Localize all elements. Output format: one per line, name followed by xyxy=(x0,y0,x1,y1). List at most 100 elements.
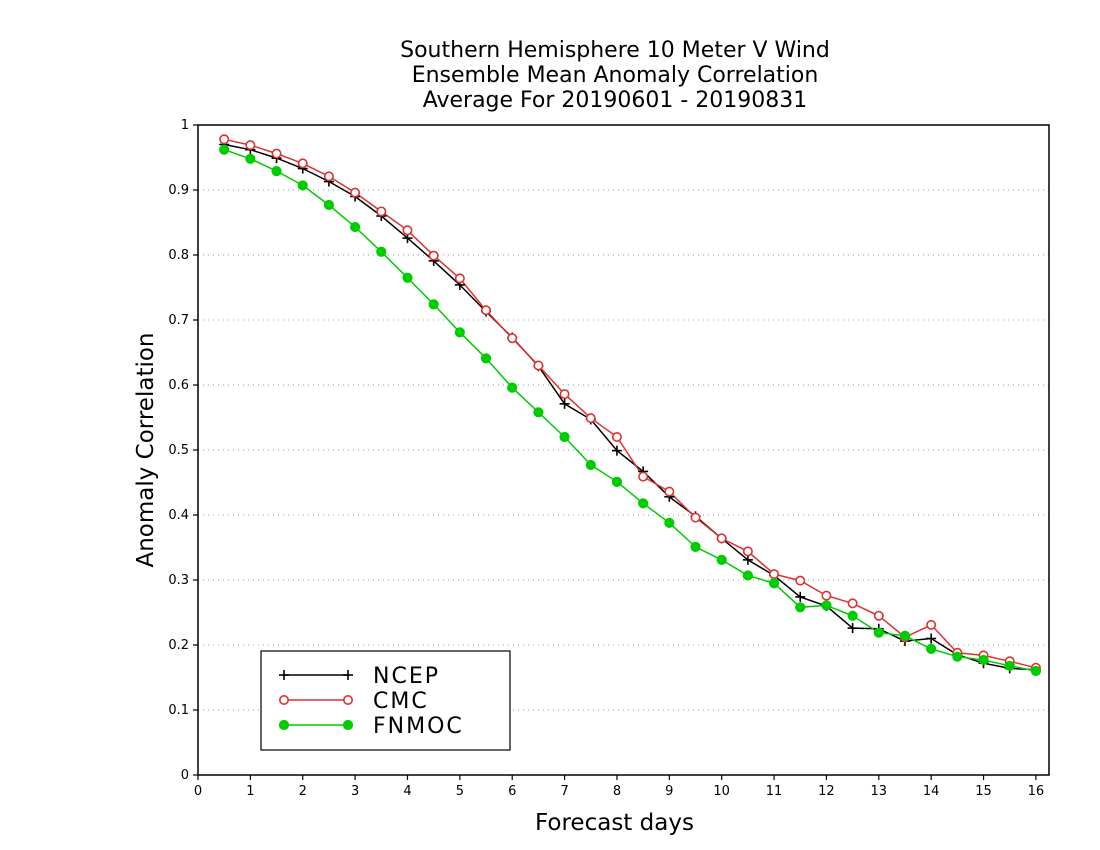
series-point-fnmoc xyxy=(350,221,361,233)
series-point-ncep xyxy=(559,398,570,409)
series-point-fnmoc xyxy=(1030,665,1042,677)
y-tick-label: 0.7 xyxy=(168,313,189,328)
x-tick-label: 3 xyxy=(351,784,359,799)
series-point-fnmoc xyxy=(533,407,544,418)
legend-marker-cmc xyxy=(342,694,353,705)
series-point-fnmoc xyxy=(585,459,596,471)
series-point-fnmoc xyxy=(376,246,387,257)
series-point-cmc xyxy=(716,533,727,544)
x-tick-label: 2 xyxy=(299,784,307,799)
series-line-ncep xyxy=(224,143,1036,671)
series-point-ncep xyxy=(926,633,937,644)
y-tick-label: 0.3 xyxy=(168,573,189,588)
x-tick-label: 8 xyxy=(613,784,621,799)
y-tick-label: 1 xyxy=(181,118,189,133)
y-tick-label: 0.2 xyxy=(168,638,189,653)
series-point-ncep xyxy=(795,591,806,602)
x-tick-label: 0 xyxy=(194,784,202,799)
series-point-cmc xyxy=(611,431,622,442)
series-point-cmc xyxy=(559,389,570,400)
series-point-cmc xyxy=(821,590,832,601)
chart-title-line-2: Ensemble Mean Anomaly Correlation xyxy=(411,63,819,88)
series-point-fnmoc xyxy=(271,166,282,177)
legend-label-ncep: NCEP xyxy=(373,664,440,689)
series-point-fnmoc xyxy=(899,630,911,642)
y-tick-label: 0 xyxy=(181,768,189,783)
x-tick-label: 9 xyxy=(665,784,673,799)
x-tick-label: 1 xyxy=(246,784,254,799)
series-point-fnmoc xyxy=(480,353,492,364)
series-point-fnmoc xyxy=(664,517,675,528)
series-point-cmc xyxy=(481,305,492,316)
legend-marker-ncep xyxy=(279,670,289,680)
series-point-ncep xyxy=(847,623,858,634)
x-tick-label: 15 xyxy=(975,784,992,799)
series-point-fnmoc xyxy=(245,153,256,164)
chart-title-line-3: Average For 20190601 - 20190831 xyxy=(422,88,808,113)
legend-marker-cmc xyxy=(278,694,289,705)
legend-marker-fnmoc xyxy=(278,719,290,731)
series-point-fnmoc xyxy=(690,541,701,552)
series-point-cmc xyxy=(873,610,884,621)
series-point-ncep xyxy=(742,554,753,565)
series-point-fnmoc xyxy=(1004,660,1015,671)
series-point-fnmoc xyxy=(507,382,518,393)
series-point-fnmoc xyxy=(873,627,884,638)
series-point-fnmoc xyxy=(768,578,780,589)
series-point-fnmoc xyxy=(323,199,335,211)
series-point-fnmoc xyxy=(638,498,649,509)
series-point-cmc xyxy=(847,598,858,609)
legend-marker-fnmoc xyxy=(342,719,354,731)
x-tick-label: 4 xyxy=(403,784,411,799)
series-point-cmc xyxy=(507,333,518,344)
legend-label-fnmoc: FNMOC xyxy=(373,714,464,739)
x-tick-label: 12 xyxy=(818,784,835,799)
x-tick-label: 10 xyxy=(713,784,730,799)
series-point-cmc xyxy=(402,225,413,236)
series-point-cmc xyxy=(323,171,334,182)
series-point-fnmoc xyxy=(926,643,937,655)
series-point-cmc xyxy=(219,134,230,145)
series-line-fnmoc xyxy=(223,148,1037,672)
legend-marker-ncep xyxy=(343,670,353,680)
series-point-fnmoc xyxy=(742,570,753,581)
chart-title-line-1: Southern Hemisphere 10 Meter V Wind xyxy=(400,38,830,63)
series-point-cmc xyxy=(585,413,596,424)
series-point-cmc xyxy=(376,206,387,217)
series-point-ncep xyxy=(611,445,622,456)
series-point-fnmoc xyxy=(821,600,832,611)
x-tick-label: 13 xyxy=(871,784,888,799)
series-point-fnmoc xyxy=(952,651,963,662)
series-point-cmc xyxy=(428,250,439,261)
x-tick-label: 6 xyxy=(508,784,516,799)
x-tick-label: 14 xyxy=(923,784,940,799)
x-tick-label: 11 xyxy=(766,784,783,799)
x-tick-label: 16 xyxy=(1028,784,1045,799)
x-tick-label: 7 xyxy=(560,784,568,799)
series-point-cmc xyxy=(638,471,649,482)
series-point-cmc xyxy=(742,546,753,557)
x-tick-label: 5 xyxy=(456,784,464,799)
y-tick-label: 0.4 xyxy=(168,508,189,523)
series-point-cmc xyxy=(795,575,806,586)
series-point-fnmoc xyxy=(559,431,570,443)
series-point-cmc xyxy=(926,619,937,630)
series-point-fnmoc xyxy=(716,554,727,565)
series-point-cmc xyxy=(664,486,675,497)
series-point-fnmoc xyxy=(454,327,465,338)
series-point-cmc xyxy=(533,360,544,371)
series-point-cmc xyxy=(769,569,780,580)
series-point-fnmoc xyxy=(978,654,989,666)
series-point-cmc xyxy=(271,148,282,159)
series-point-cmc xyxy=(690,512,701,523)
series-point-fnmoc xyxy=(297,180,308,191)
series-point-fnmoc xyxy=(611,476,623,487)
legend-label-cmc: CMC xyxy=(373,689,429,714)
y-axis-label: Anomaly Correlation xyxy=(133,332,159,568)
series-point-fnmoc xyxy=(847,610,858,621)
y-tick-label: 0.9 xyxy=(168,183,189,198)
y-tick-label: 0.6 xyxy=(168,378,189,393)
series-point-fnmoc xyxy=(428,299,439,310)
x-axis-label: Forecast days xyxy=(535,810,694,836)
